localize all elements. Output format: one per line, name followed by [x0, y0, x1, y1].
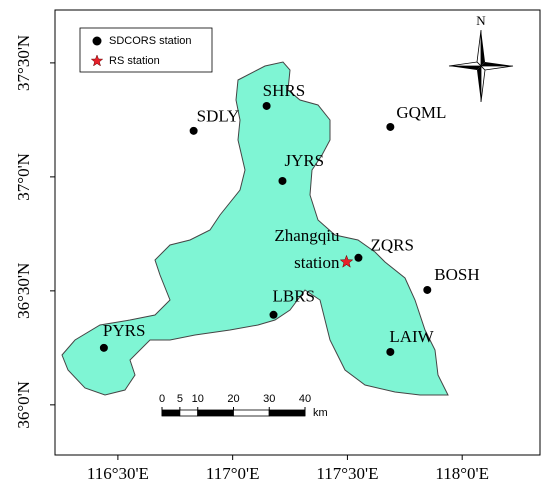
legend-label: SDCORS station — [109, 35, 192, 47]
region — [61, 61, 449, 396]
rs-station-point — [339, 254, 354, 268]
station-point — [269, 310, 278, 319]
x-tick-label: 117°30'E — [316, 464, 378, 483]
station-label: SDLY — [197, 107, 240, 126]
scale-tick-label: 30 — [263, 393, 275, 405]
station-point — [189, 126, 198, 135]
scale-segment — [233, 409, 270, 417]
station-point — [354, 253, 363, 262]
station-point — [423, 285, 432, 294]
station-label: SHRS — [263, 81, 306, 100]
scale-unit: km — [313, 407, 328, 419]
y-tick-label: 37°0'N — [14, 153, 33, 201]
y-tick-label: 36°30'N — [14, 263, 33, 319]
scale-tick-label: 0 — [159, 393, 165, 405]
north-arrow: N — [448, 13, 514, 103]
station-label: PYRS — [103, 321, 146, 340]
station-label: GQML — [396, 103, 446, 122]
scale-segment — [179, 409, 199, 417]
scale-tick-label: 20 — [227, 393, 239, 405]
map-frame — [54, 9, 541, 456]
rs-station-label: Zhangqiu — [274, 226, 340, 245]
scale-tick-label: 40 — [299, 393, 311, 405]
x-tick-label: 117°0'E — [206, 464, 260, 483]
y-tick-label: 37°30'N — [14, 35, 33, 91]
scale-tick-label: 10 — [192, 393, 204, 405]
legend-marker — [92, 36, 102, 46]
station-label: ZQRS — [370, 236, 413, 255]
station-label: LAIW — [389, 327, 434, 346]
station-point — [262, 101, 271, 110]
station-point — [386, 347, 395, 356]
scale-segment — [197, 409, 234, 417]
north-label: N — [476, 13, 486, 28]
rs-station-label: station — [294, 253, 340, 272]
y-tick-label: 36°0'N — [14, 381, 33, 429]
station-label: JYRS — [284, 151, 324, 170]
station-label: BOSH — [434, 265, 479, 284]
legend-box — [79, 27, 213, 73]
legend-marker — [90, 54, 104, 67]
station-point — [99, 343, 108, 352]
station-point — [278, 176, 287, 185]
x-tick-label: 116°30'E — [87, 464, 149, 483]
x-tick-label: 118°0'E — [435, 464, 489, 483]
legend-label: RS station — [109, 55, 160, 67]
station-label: LBRS — [273, 287, 316, 306]
scale-tick-label: 5 — [177, 393, 183, 405]
station-point — [386, 122, 395, 131]
scale-segment — [161, 409, 181, 417]
scale-segment — [268, 409, 306, 417]
